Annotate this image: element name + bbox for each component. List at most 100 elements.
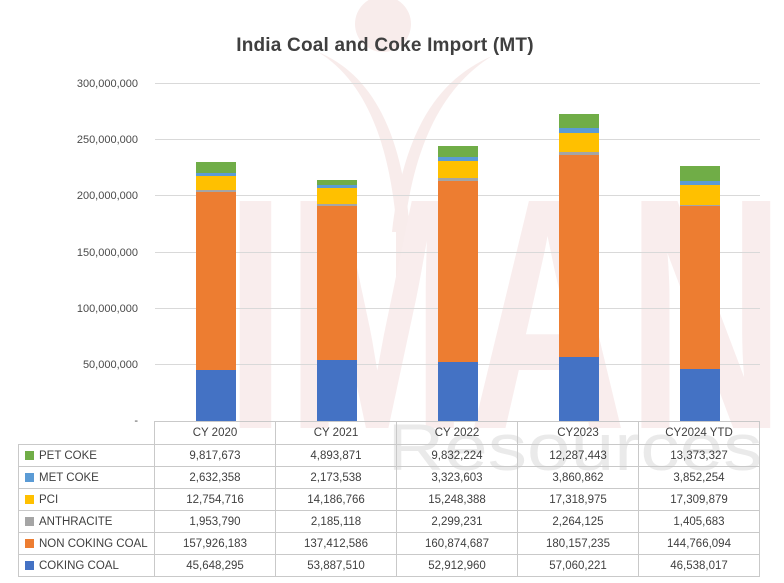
y-axis-tick-label: 200,000,000: [76, 190, 138, 203]
table-value-cell: 180,157,235: [517, 532, 639, 555]
table-value-cell: 3,323,603: [396, 466, 518, 489]
table-value-cell: 3,860,862: [517, 466, 639, 489]
data-table: CY 2020 CY 2021 CY 2022 CY2023 CY2024 YTD PET…: [18, 421, 760, 577]
table-value-cell: 12,754,716: [154, 488, 276, 511]
x-axis-category-label: CY 2020: [154, 421, 276, 445]
table-value-cell: 157,926,183: [154, 532, 276, 555]
bar-segment-anthracite: [316, 203, 357, 207]
table-value-cell: 46,538,017: [638, 554, 760, 577]
table-value-cell: 144,766,094: [638, 532, 760, 555]
bar-segment-coking-coal: [679, 368, 720, 421]
bar-segment-pet-coke: [558, 114, 599, 129]
table-value-cell: 4,893,871: [275, 444, 397, 467]
y-axis-tick-label: 300,000,000: [76, 78, 138, 90]
table-value-cell: 2,632,358: [154, 466, 276, 489]
legend-label: NON COKING COAL: [39, 537, 148, 550]
bar-segment-non-coking-coal: [195, 192, 236, 370]
table-row: PCI 12,754,716 14,186,766 15,248,388 17,318,…: [18, 488, 760, 511]
bar-segment-coking-coal: [558, 356, 599, 421]
table-value-cell: 53,887,510: [275, 554, 397, 577]
bar-segment-pci: [195, 175, 236, 191]
bar-segment-non-coking-coal: [558, 154, 599, 357]
y-axis-tick-label: 250,000,000: [76, 134, 138, 147]
x-axis-category-label: CY2024 YTD: [638, 421, 760, 445]
bar-segment-pci: [437, 161, 478, 179]
legend-label: PCI: [39, 493, 59, 506]
table-row: COKING COAL 45,648,295 53,887,510 52,912,96…: [18, 554, 760, 577]
table-row: NON COKING COAL 157,926,183 137,412,586 160…: [18, 532, 760, 555]
legend-label: COKING COAL: [39, 559, 119, 572]
legend-swatch-icon: [25, 516, 34, 526]
legend-label: ANTHRACITE: [39, 515, 113, 528]
bar-segment-met-coke: [195, 172, 236, 176]
table-value-cell: 160,874,687: [396, 532, 518, 555]
gridline: [155, 83, 760, 84]
bar-segment-pci: [316, 187, 357, 204]
table-value-cell: 9,817,673: [154, 444, 276, 467]
bar-segment-pci: [679, 185, 720, 205]
bar-segment-anthracite: [679, 204, 720, 207]
gridline: [155, 139, 760, 141]
table-value-cell: 13,373,327: [638, 444, 760, 467]
table-value-cell: 137,412,586: [275, 532, 397, 555]
table-value-cell: 12,287,443: [517, 444, 639, 467]
table-header-row: CY 2020 CY 2021 CY 2022 CY2023 CY2024 YTD: [19, 421, 760, 445]
table-row: ANTHRACITE 1,953,790 2,185,118 2,299,231 2,2…: [18, 510, 760, 533]
bar-segment-met-coke: [316, 185, 357, 188]
legend-swatch-icon: [25, 450, 34, 460]
bar-segment-coking-coal: [195, 369, 236, 421]
legend-label: MET COKE: [39, 471, 99, 484]
bar-segment-met-coke: [679, 180, 720, 186]
torch-icon: [318, 0, 492, 298]
chart-title: India Coal and Coke Import (MT): [236, 35, 534, 56]
bar-segment-met-coke: [437, 157, 478, 162]
legend-cell: NON COKING COAL: [18, 532, 155, 555]
y-axis-tick-label: 50,000,000: [82, 358, 138, 371]
bar-segment-non-coking-coal: [316, 206, 357, 361]
table-value-cell: 52,912,960: [396, 554, 518, 577]
table-row: MET COKE 2,632,358 2,173,538 3,323,603 3,860…: [18, 466, 760, 489]
table-value-cell: 9,832,224: [396, 444, 518, 467]
bar-segment-coking-coal: [437, 361, 478, 421]
torch-stem-icon: [396, 230, 411, 298]
table-value-cell: 17,318,975: [517, 488, 639, 511]
legend-cell: MET COKE: [18, 466, 155, 489]
torch-flame-icon: [355, 0, 411, 52]
table-value-cell: 3,852,254: [638, 466, 760, 489]
x-axis-category-label: CY2023: [517, 421, 639, 445]
bar-segment-pet-coke: [679, 165, 720, 181]
bar-segment-anthracite: [195, 190, 236, 193]
bar-segment-pet-coke: [316, 179, 357, 186]
legend-swatch-icon: [25, 494, 34, 504]
legend-swatch-icon: [25, 472, 34, 482]
table-value-cell: 17,309,879: [638, 488, 760, 511]
table-value-cell: 1,953,790: [154, 510, 276, 533]
legend-cell: PET COKE: [18, 444, 155, 467]
x-axis-category-label: CY 2022: [396, 421, 518, 445]
bar-segment-anthracite: [437, 178, 478, 181]
table-value-cell: 2,299,231: [396, 510, 518, 533]
table-value-cell: 14,186,766: [275, 488, 397, 511]
table-value-cell: 2,185,118: [275, 510, 397, 533]
table-corner-cell: [19, 422, 155, 445]
legend-cell: ANTHRACITE: [18, 510, 155, 533]
table-value-cell: 45,648,295: [154, 554, 276, 577]
legend-swatch-icon: [25, 538, 34, 548]
table-value-cell: 57,060,221: [517, 554, 639, 577]
x-axis-category-label: CY 2021: [275, 421, 397, 445]
table-row: PET COKE 9,817,673 4,893,871 9,832,224 12,28…: [18, 444, 760, 467]
bar-segment-pet-coke: [437, 146, 478, 158]
y-axis-tick-label: -: [134, 415, 138, 427]
table-value-cell: 2,173,538: [275, 466, 397, 489]
table-value-cell: 2,264,125: [517, 510, 639, 533]
bar-segment-anthracite: [558, 151, 599, 155]
y-axis-tick-label: 150,000,000: [76, 246, 138, 259]
table-value-cell: 15,248,388: [396, 488, 518, 511]
torch-right-petal-icon: [392, 56, 492, 232]
legend-cell: PCI: [18, 488, 155, 511]
bar-segment-pet-coke: [195, 161, 236, 173]
legend-cell: COKING COAL: [18, 554, 155, 577]
legend-swatch-icon: [25, 560, 34, 570]
